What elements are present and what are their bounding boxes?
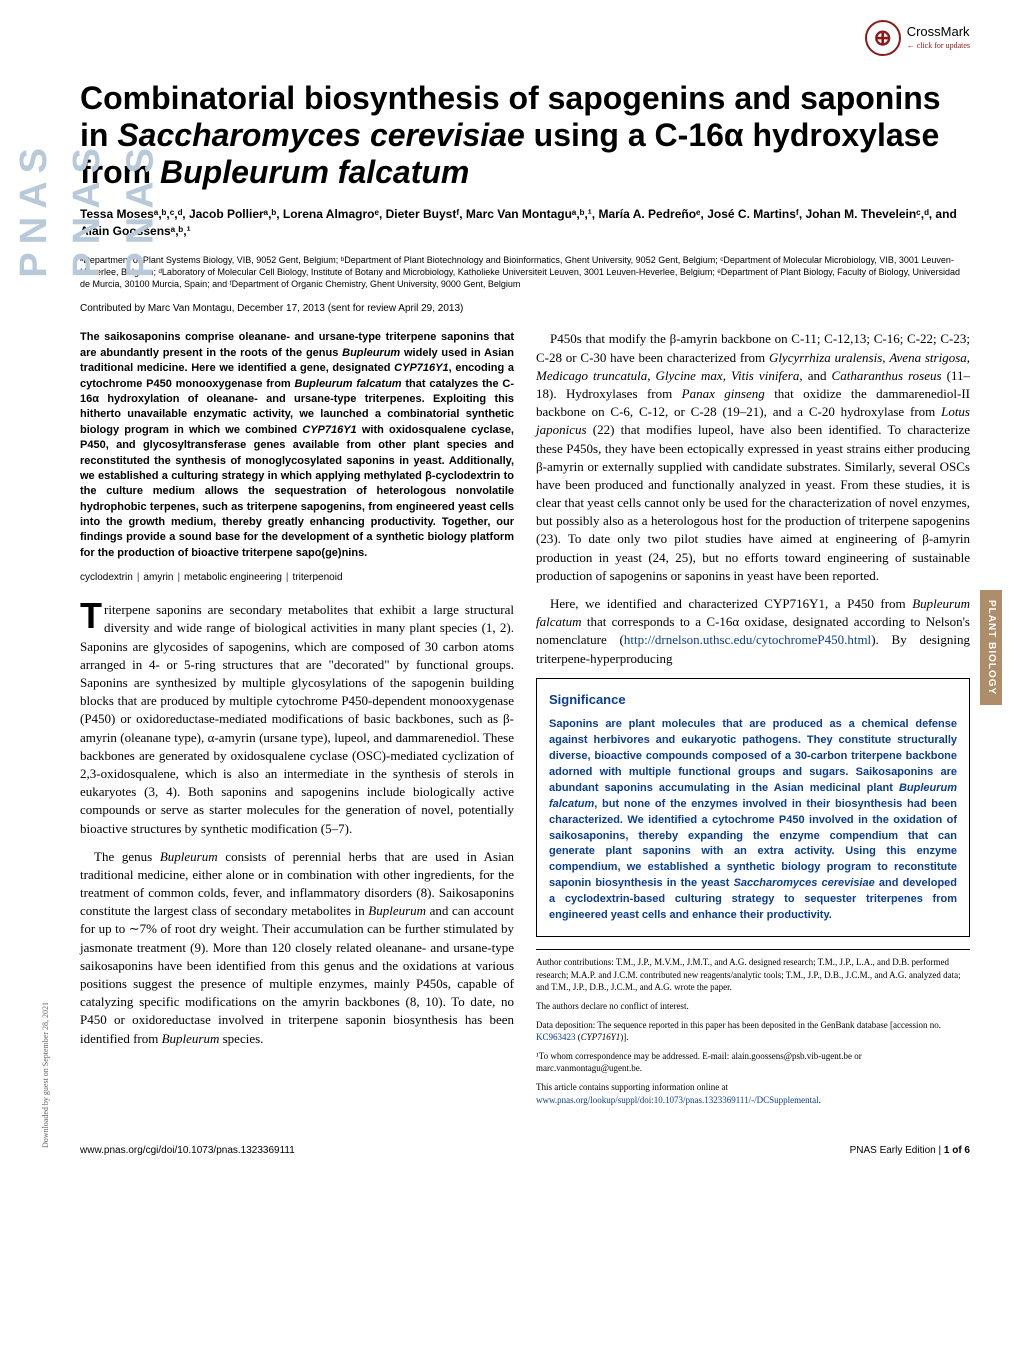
abstract: The saikosaponins comprise oleanane- and…: [80, 330, 514, 561]
left-column: The saikosaponins comprise oleanane- and…: [80, 330, 514, 1112]
sig-mid: , but none of the enzymes involved in th…: [549, 798, 957, 890]
significance-heading: Significance: [549, 691, 957, 709]
kw-3: metabolic engineering: [184, 572, 282, 583]
footnotes: Author contributions: T.M., J.P., M.V.M.…: [536, 949, 970, 1106]
data-pre: Data deposition: The sequence reported i…: [536, 1020, 941, 1030]
pnas-text-1: PNAS: [8, 140, 61, 278]
kw-1: cyclodextrin: [80, 572, 133, 583]
significance-text: Saponins are plant molecules that are pr…: [549, 717, 957, 924]
contributed-line: Contributed by Marc Van Montagu, Decembe…: [80, 302, 970, 316]
title-line2-post: using a C-16α hydroxylase: [525, 117, 939, 153]
conflict-statement: The authors declare no conflict of inter…: [536, 1000, 970, 1013]
page-footer: www.pnas.org/cgi/doi/10.1073/pnas.132336…: [80, 1136, 970, 1158]
data-italic: CYP716Y1: [581, 1032, 621, 1042]
dropcap: T: [80, 601, 104, 631]
article-title: Combinatorial biosynthesis of sapogenins…: [80, 80, 970, 190]
crossmark-label: CrossMark: [907, 25, 970, 39]
footer-right-pre: PNAS Early Edition |: [850, 1145, 944, 1156]
keywords: cyclodextrin|amyrin|metabolic engineerin…: [80, 571, 514, 585]
section-label: PLANT BIOLOGY: [980, 590, 1002, 705]
sig-pre: Saponins are plant molecules that are pr…: [549, 718, 957, 794]
right-para-1: P450s that modify the β-amyrin backbone …: [536, 330, 970, 585]
significance-box: Significance Saponins are plant molecule…: [536, 678, 970, 937]
supp-pre: This article contains supporting informa…: [536, 1082, 728, 1092]
rp1-i7: Panax ginseng: [682, 386, 765, 401]
rp1-s4: ,: [723, 368, 731, 383]
p2-i1: Bupleurum: [160, 849, 218, 864]
p2-i2: Bupleurum: [368, 903, 426, 918]
sig-i2: Saccharomyces cerevisiae: [734, 877, 875, 889]
kw-sep: |: [286, 572, 289, 583]
kw-2: amyrin: [143, 572, 173, 583]
rp1-i5: Vitis vinifera: [731, 368, 799, 383]
supp-post: .: [819, 1095, 821, 1105]
p2-mid2: and can account for up to ∼7% of root dr…: [80, 903, 514, 1045]
rp1-i1: Glycyrrhiza uralensis: [769, 350, 882, 365]
pnas-text-3: PNAS: [114, 140, 167, 278]
p2-pre: The genus: [94, 849, 160, 864]
rp1-s5: , and: [799, 368, 831, 383]
data-deposition: Data deposition: The sequence reported i…: [536, 1019, 970, 1044]
footer-page-num: 1 of 6: [944, 1145, 970, 1156]
crossmark-sublabel: ← click for updates: [907, 40, 970, 51]
download-note: Downloaded by guest on September 28, 202…: [40, 1002, 51, 1148]
correspondence: ¹To whom correspondence may be addressed…: [536, 1050, 970, 1075]
footer-doi: www.pnas.org/cgi/doi/10.1073/pnas.132336…: [80, 1144, 295, 1158]
crossmark-badge[interactable]: ⊕ CrossMark ← click for updates: [865, 20, 970, 56]
supplemental-link[interactable]: www.pnas.org/lookup/suppl/doi:10.1073/pn…: [536, 1095, 819, 1105]
abs-i1: Bupleurum: [342, 347, 400, 359]
data-post: )].: [620, 1032, 628, 1042]
rp1-post: (22) that modifies lupeol, have also bee…: [536, 422, 970, 583]
supplemental: This article contains supporting informa…: [536, 1081, 970, 1106]
p2-post: species.: [219, 1031, 263, 1046]
rp1-i3: Medicago truncatula: [536, 368, 647, 383]
rp2-pre: Here, we identified and characterized CY…: [550, 596, 912, 611]
pnas-text-2: PNAS: [61, 140, 114, 278]
kw-sep: |: [177, 572, 180, 583]
abs-post: with oxidosqualene cyclase, P450, and gl…: [80, 424, 514, 559]
kw-sep: |: [137, 572, 140, 583]
author-list: Tessa Mosesᵃ,ᵇ,ᶜ,ᵈ, Jacob Pollierᵃ,ᵇ, Lo…: [80, 206, 970, 240]
nomenclature-link[interactable]: http://drnelson.uthsc.edu/cytochromeP450…: [624, 632, 871, 647]
abs-i4: CYP716Y1: [302, 424, 356, 436]
affiliations: ᵃDepartment of Plant Systems Biology, VI…: [80, 254, 970, 290]
footnote-rule: [536, 949, 970, 950]
genbank-link[interactable]: KC963423: [536, 1032, 576, 1042]
intro-para-1: Triterpene saponins are secondary metabo…: [80, 601, 514, 837]
right-column: P450s that modify the β-amyrin backbone …: [536, 330, 970, 1112]
pnas-watermark: PNAS PNAS PNAS: [8, 100, 168, 278]
rp1-i6: Catharanthus roseus: [832, 368, 942, 383]
p2-i3: Bupleurum: [162, 1031, 220, 1046]
abs-i2: CYP716Y1: [394, 362, 448, 374]
title-line3-italic: Bupleurum falcatum: [160, 154, 469, 190]
kw-4: triterpenoid: [293, 572, 343, 583]
rp1-i2: Avena strigosa: [889, 350, 966, 365]
crossmark-icon: ⊕: [865, 20, 901, 56]
rp1-s2: ,: [967, 350, 970, 365]
abs-i3: Bupleurum falcatum: [295, 378, 402, 390]
intro-para-2: The genus Bupleurum consists of perennia…: [80, 848, 514, 1048]
intro-p1-text: riterpene saponins are secondary metabol…: [80, 602, 514, 835]
two-column-content: The saikosaponins comprise oleanane- and…: [80, 330, 970, 1112]
title-line1: Combinatorial biosynthesis of sapogenins…: [80, 80, 941, 116]
title-line2-italic: Saccharomyces cerevisiae: [117, 117, 524, 153]
rp1-i4: Glycine max: [656, 368, 723, 383]
footer-page-info: PNAS Early Edition | 1 of 6: [850, 1144, 970, 1158]
right-para-2: Here, we identified and characterized CY…: [536, 595, 970, 668]
rp1-s3: ,: [647, 368, 655, 383]
author-contributions: Author contributions: T.M., J.P., M.V.M.…: [536, 956, 970, 994]
